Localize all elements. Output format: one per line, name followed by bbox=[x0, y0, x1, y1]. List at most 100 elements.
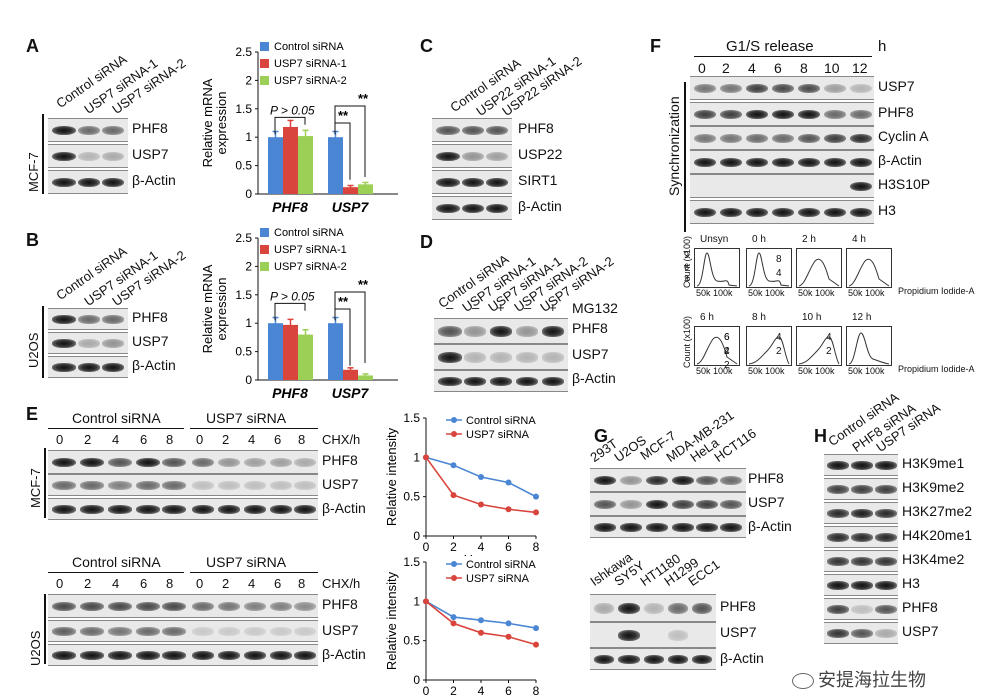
panel-e-blot-usp7-bottom bbox=[48, 620, 318, 642]
panel-c-blot-usp22 bbox=[432, 144, 512, 168]
panel-c-row-phf8: PHF8 bbox=[518, 120, 554, 136]
panel-e-line-chart-top: 0 0.5 1 1.5 0 2 4 6 8 Hours Relative intensity Cont… bbox=[384, 411, 540, 556]
legend-label: Control siRNA bbox=[466, 559, 536, 571]
panel-d-blot-usp7 bbox=[434, 344, 568, 370]
flow-curve bbox=[696, 336, 738, 365]
time-label: 6 bbox=[140, 576, 148, 591]
time-label: 8 bbox=[166, 576, 174, 591]
flow-title: Unsyn bbox=[700, 234, 729, 245]
time-label: 0 bbox=[196, 576, 204, 591]
panel-c-letter: C bbox=[420, 36, 433, 56]
panel-e-blot-phf8-top bbox=[48, 450, 318, 474]
flow-x-ticks: 50k 100k bbox=[848, 288, 885, 298]
time-label: 4 bbox=[112, 432, 120, 447]
flow-inner-tick: 4 bbox=[724, 346, 730, 357]
panel-g-blot-actin-bottom bbox=[590, 648, 716, 670]
h-band bbox=[851, 461, 873, 470]
panel-f-divider bbox=[684, 82, 686, 232]
panel-d-sign-2: – bbox=[472, 300, 480, 315]
panel-e-group-usp7-top: USP7 siRNA bbox=[206, 410, 287, 426]
data-point bbox=[450, 492, 457, 499]
panel-f-blot-phf8 bbox=[690, 102, 874, 126]
legend-label: Control siRNA bbox=[466, 415, 536, 427]
flow-x-ticks: 50k 100k bbox=[696, 288, 733, 298]
time-label: 8 bbox=[166, 432, 174, 447]
bar bbox=[298, 334, 313, 380]
panel-e-line-chart-bottom: 0 0.5 1 1.5 0 2 4 6 8 Hours Relative intensity Cont… bbox=[384, 555, 540, 696]
x-tick-label: 4 bbox=[478, 540, 485, 554]
panel-e-row-phf8-top: PHF8 bbox=[322, 452, 358, 468]
legend-label: USP7 siRNA bbox=[466, 429, 530, 441]
h-band bbox=[875, 533, 897, 542]
panel-e-divider-2 bbox=[44, 594, 46, 664]
time-label: 2 bbox=[84, 576, 92, 591]
panel-g-blot-usp7-top bbox=[590, 492, 746, 516]
h-band bbox=[851, 605, 873, 614]
panel-a-cell-line: MCF-7 bbox=[26, 152, 41, 192]
h-band bbox=[875, 605, 897, 614]
panel-f-row-actin: β-Actin bbox=[878, 152, 922, 168]
panel-e-cell-top: MCF-7 bbox=[28, 468, 43, 508]
time-label: 6 bbox=[140, 432, 148, 447]
panel-d-row-phf8: PHF8 bbox=[572, 320, 608, 336]
flow-histogram bbox=[796, 326, 842, 366]
h-band bbox=[827, 605, 849, 614]
panel-b-bar-chart: 0 0.5 1 1.5 2 2.5 Relative mRNAexpression PHF8 U… bbox=[200, 227, 398, 401]
flow-inner-tick: 4 bbox=[776, 268, 782, 279]
panel-e-row-actin-bottom: β-Actin bbox=[322, 646, 366, 662]
panel-e-line-3 bbox=[48, 572, 184, 573]
panel-g-row-usp7-top: USP7 bbox=[748, 494, 785, 510]
panel-b-blot-actin bbox=[48, 356, 128, 378]
panel-f-row-usp7: USP7 bbox=[878, 78, 915, 94]
category-label: PHF8 bbox=[272, 199, 308, 215]
legend-swatch bbox=[260, 42, 269, 51]
panel-f-row-h3s10p: H3S10P bbox=[878, 176, 931, 192]
panel-a-row-usp7: USP7 bbox=[132, 146, 169, 162]
y-axis-label: Relative mRNAexpression bbox=[200, 264, 229, 353]
y-tick-label: 1.5 bbox=[403, 555, 420, 569]
data-point bbox=[533, 509, 539, 516]
panel-f-blot-cyclin bbox=[690, 126, 874, 150]
h-band bbox=[827, 485, 849, 494]
data-point bbox=[478, 617, 484, 624]
h-band bbox=[851, 509, 873, 518]
panel-e-group-control-top: Control siRNA bbox=[72, 410, 161, 426]
h-blot bbox=[824, 622, 898, 644]
annotation-sig-2: ** bbox=[358, 277, 369, 292]
legend-swatch bbox=[260, 228, 269, 237]
time-label: 8 bbox=[298, 576, 306, 591]
flow-inner-tick: 6 bbox=[724, 332, 730, 343]
panel-d-letter: D bbox=[420, 232, 433, 252]
h-band bbox=[875, 509, 897, 518]
panel-f-release: G1/S release bbox=[726, 38, 814, 55]
legend-marker bbox=[451, 417, 457, 423]
histogram-line bbox=[696, 252, 738, 287]
panel-c-row-usp22: USP22 bbox=[518, 146, 563, 162]
y-axis-label: Relative mRNAexpression bbox=[200, 78, 229, 167]
panel-f-flow-axis-top: Propidium Iodide-A bbox=[898, 286, 975, 296]
bracket-1 bbox=[334, 122, 351, 180]
time-label: 4 bbox=[112, 576, 120, 591]
panel-a-blot-actin bbox=[48, 170, 128, 194]
flow-curve bbox=[798, 258, 840, 287]
data-point bbox=[478, 474, 484, 480]
data-point bbox=[533, 641, 539, 648]
panel-e-blot-usp7-top bbox=[48, 474, 318, 496]
flow-x-ticks: 50k 100k bbox=[748, 366, 785, 376]
y-tick-label: 1 bbox=[245, 316, 252, 330]
y-tick-label: 1.5 bbox=[235, 102, 252, 116]
panel-f-release-text: G1/S release bbox=[726, 38, 814, 55]
h-blot bbox=[824, 550, 898, 572]
legend-marker bbox=[451, 561, 457, 567]
histogram-line bbox=[748, 252, 790, 287]
histogram-line bbox=[696, 336, 738, 365]
y-tick-label: 2 bbox=[245, 259, 252, 273]
f-time-label: 0 bbox=[698, 60, 706, 76]
bracket-2 bbox=[334, 291, 366, 363]
y-tick-label: 1 bbox=[245, 130, 252, 144]
panel-e-letter: E bbox=[26, 404, 39, 424]
h-row-label: USP7 bbox=[902, 623, 939, 639]
x-tick-label: 0 bbox=[423, 684, 430, 696]
y-tick-label: 1 bbox=[413, 450, 420, 464]
h-band bbox=[851, 533, 873, 542]
